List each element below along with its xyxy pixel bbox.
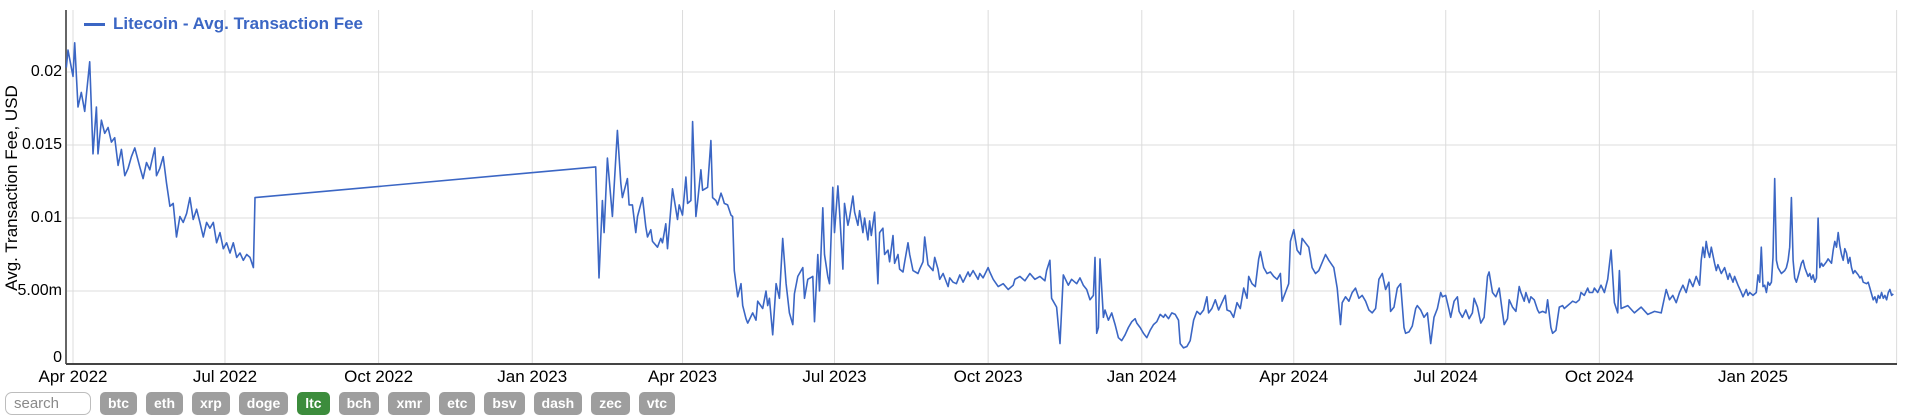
coin-tag-bsv[interactable]: bsv (484, 392, 525, 415)
coin-tag-ltc[interactable]: ltc (297, 392, 330, 415)
x-tick-label: Oct 2024 (1564, 367, 1634, 386)
coin-tag-eth[interactable]: eth (146, 392, 183, 415)
x-tick-label: Jul 2023 (802, 367, 867, 386)
x-tick-label: Apr 2024 (1259, 367, 1329, 386)
chart-legend: Litecoin - Avg. Transaction Fee (84, 14, 363, 34)
y-tick-label: 0.015 (21, 136, 62, 153)
x-tick-label: Jan 2024 (1106, 367, 1177, 386)
x-tick-label: Jul 2022 (192, 367, 258, 386)
x-tick-label: Apr 2022 (38, 367, 108, 386)
fee-line-series (65, 42, 1894, 349)
coin-tag-xmr[interactable]: xmr (388, 392, 431, 415)
coin-tag-doge[interactable]: doge (238, 392, 289, 415)
x-tick-label: Oct 2022 (344, 367, 414, 386)
coin-tag-xrp[interactable]: xrp (192, 392, 230, 415)
coin-tag-vtc[interactable]: vtc (638, 392, 676, 415)
coin-tags: btc eth xrp doge ltc bch xmr etc bsv dash zec vtc (100, 392, 676, 415)
coin-tag-btc[interactable]: btc (100, 392, 137, 415)
coin-tag-dash[interactable]: dash (533, 392, 583, 415)
y-tick-label: 5.00m (17, 282, 62, 299)
coin-tag-bch[interactable]: bch (338, 392, 380, 415)
series-color-dash-icon (84, 23, 105, 26)
x-tick-label: Jan 2025 (1718, 367, 1788, 386)
coin-tag-etc[interactable]: etc (439, 392, 476, 415)
x-tick-label: Oct 2023 (953, 367, 1023, 386)
x-tick-label: Jan 2023 (497, 367, 568, 386)
x-tick-label: Apr 2023 (648, 367, 718, 386)
y-tick-label: 0.01 (30, 209, 62, 226)
search-input[interactable] (5, 392, 91, 415)
coin-tag-zec[interactable]: zec (591, 392, 630, 415)
y-tick-label: 0 (53, 349, 62, 366)
x-tick-label: Jul 2024 (1413, 367, 1478, 386)
y-tick-label: 0.02 (30, 63, 62, 80)
series-label: Litecoin - Avg. Transaction Fee (113, 14, 364, 33)
